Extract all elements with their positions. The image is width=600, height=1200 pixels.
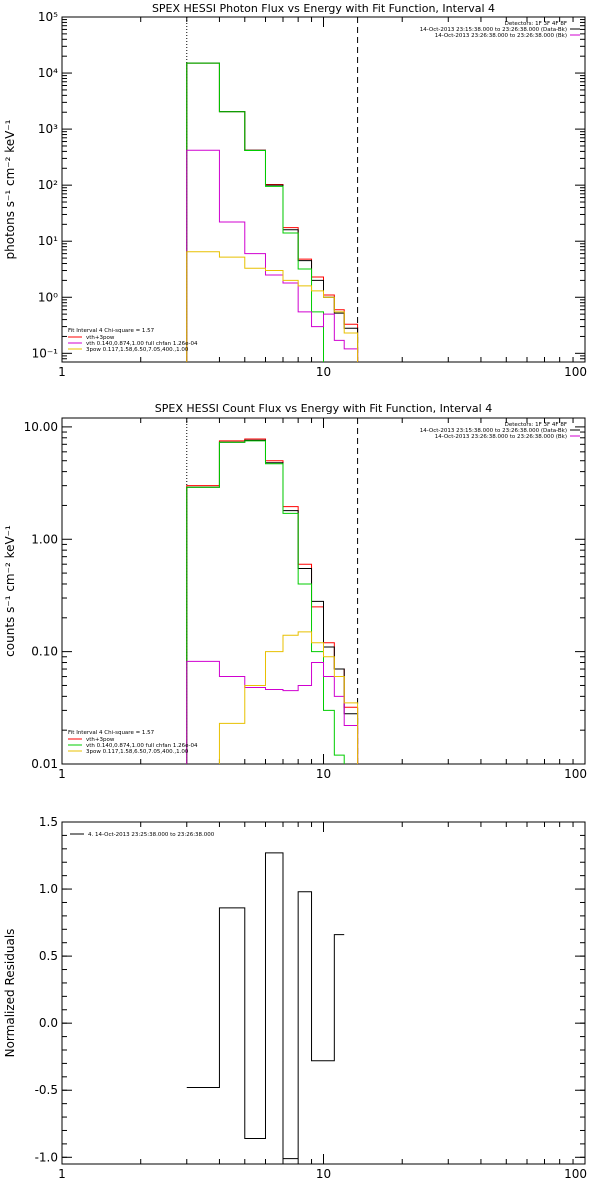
x-tick-label: 10 xyxy=(316,767,331,781)
series-line xyxy=(186,62,359,362)
y-tick-label: 1.5 xyxy=(39,815,58,829)
y-tick-label: 10¹ xyxy=(38,234,58,248)
chart-title: SPEX HESSI Count Flux vs Energy with Fit… xyxy=(155,402,492,415)
series-line xyxy=(186,439,359,764)
y-tick-label: -0.5 xyxy=(35,1083,58,1097)
legend-text: 14-Oct-2013 23:15:38.000 to 23:26:38.000… xyxy=(420,27,567,33)
series-line xyxy=(186,62,359,362)
x-tick-label: 1 xyxy=(58,1167,66,1181)
y-axis-label: photons s⁻¹ cm⁻² keV⁻¹ xyxy=(3,119,17,259)
y-tick-label: 0.5 xyxy=(39,949,58,963)
y-tick-label: 10⁰ xyxy=(38,290,58,304)
legend-text: 14-Oct-2013 23:26:38.000 to 23:26:38.000… xyxy=(435,33,567,39)
fit-legend-header: Fit Interval 4 Chi-square = 1.57 xyxy=(68,328,155,334)
legend-text: 14-Oct-2013 23:15:38.000 to 23:26:38.000… xyxy=(420,428,567,434)
y-tick-label: 10³ xyxy=(38,122,58,136)
plot-frame-1 xyxy=(61,417,586,765)
plot-frame-0 xyxy=(61,16,586,363)
fit-legend-text: vth 0.140,0.874,1.00 full chfan 1.26e-04 xyxy=(86,743,198,749)
x-tick-label: 100 xyxy=(564,365,587,379)
x-tick-label: 100 xyxy=(564,767,587,781)
y-tick-label: 10² xyxy=(38,178,58,192)
y-axis-label: counts s⁻¹ cm⁻² keV⁻¹ xyxy=(3,525,17,657)
fit-legend-text: 3pow 0.117,1.58,6.50,7.05,400.,1.00 xyxy=(86,749,189,755)
y-tick-label: 0.0 xyxy=(39,1016,58,1030)
series-line xyxy=(186,660,359,764)
y-tick-label: 10.00 xyxy=(24,420,58,434)
y-tick-label: 10⁻¹ xyxy=(32,346,59,360)
legend-text: 14-Oct-2013 23:26:38.000 to 23:26:38.000… xyxy=(435,434,567,440)
plot-frame-2 xyxy=(61,821,586,1165)
fit-legend-text: vth+3pow xyxy=(86,335,115,341)
legend-text: Detectors: 1F 3F 4F 8F xyxy=(505,422,567,428)
fit-legend-text: vth 0.140,0.874,1.00 full chfan 1.26e-04 xyxy=(86,341,198,347)
series-line xyxy=(186,62,359,362)
y-tick-label: 10⁵ xyxy=(38,10,58,24)
y-tick-label: -1.0 xyxy=(35,1150,58,1164)
y-tick-label: 1.0 xyxy=(39,882,58,896)
y-tick-label: 0.10 xyxy=(31,645,58,659)
series-line xyxy=(186,631,359,764)
chart-title: SPEX HESSI Photon Flux vs Energy with Fi… xyxy=(152,2,495,15)
y-tick-label: 1.00 xyxy=(31,532,58,546)
fit-legend-text: 3pow 0.117,1.58,6.50,7.05,400.,1.00 xyxy=(86,347,189,353)
series-line xyxy=(186,251,359,362)
series-line xyxy=(186,440,359,764)
legend-text: Detectors: 1F 3F 4F 8F xyxy=(505,21,567,27)
series-line xyxy=(186,852,345,1160)
residual-legend-text: 4. 14-Oct-2013 23:25:38.000 to 23:26:38.… xyxy=(88,832,215,838)
fit-legend-header: Fit Interval 4 Chi-square = 1.57 xyxy=(68,730,155,736)
fit-legend-text: vth+3pow xyxy=(86,737,115,743)
series-line xyxy=(186,149,359,362)
x-tick-label: 10 xyxy=(316,1167,331,1181)
y-tick-label: 10⁴ xyxy=(38,66,58,80)
x-tick-label: 100 xyxy=(564,1167,587,1181)
x-tick-label: 1 xyxy=(58,365,66,379)
x-tick-label: 10 xyxy=(316,365,331,379)
y-tick-label: 0.01 xyxy=(31,757,58,771)
y-axis-label: Normalized Residuals xyxy=(3,929,17,1058)
x-tick-label: 1 xyxy=(58,767,66,781)
